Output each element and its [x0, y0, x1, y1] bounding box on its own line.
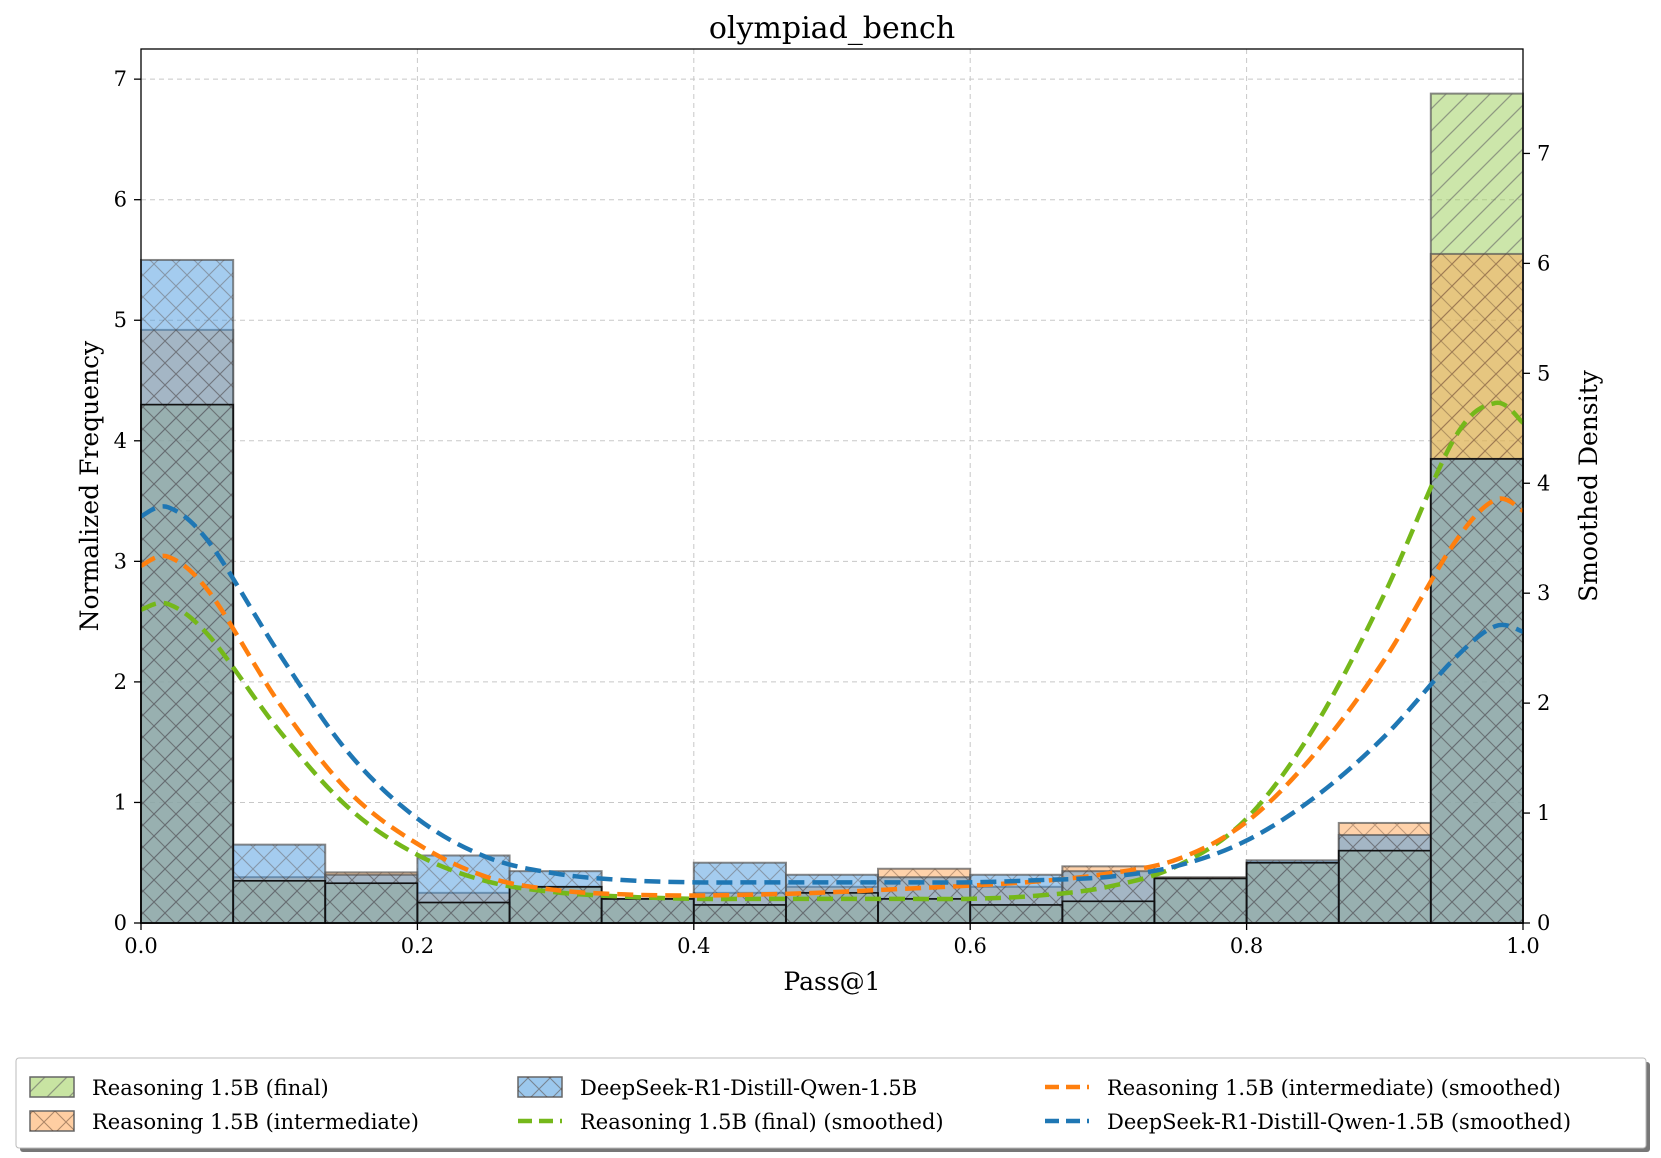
legend: Reasoning 1.5B (final) Reasoning 1.5B (in… [15, 1057, 1650, 1152]
y2-tick-label: 5 [1537, 361, 1550, 385]
y-tick-label: 5 [114, 308, 127, 332]
y-tick-label: 4 [114, 429, 127, 453]
y-tick-label: 3 [114, 549, 127, 573]
y2-tick-label: 0 [1537, 911, 1550, 935]
histogram-bar-hatch [1154, 878, 1247, 923]
legend-item: Reasoning 1.5B (intermediate) [29, 1110, 419, 1134]
y2-axis-title: Smoothed Density [1574, 369, 1603, 602]
y-tick-label: 1 [114, 790, 127, 814]
legend-label: Reasoning 1.5B (final) [92, 1076, 329, 1100]
legend-label: DeepSeek-R1-Distill-Qwen-1.5B [580, 1076, 917, 1100]
plot-frame [140, 48, 1524, 924]
legend-item: DeepSeek-R1-Distill-Qwen-1.5B (smoothed) [1045, 1110, 1571, 1134]
histogram-bar-hatch [325, 874, 418, 923]
y-axis-title: Normalized Frequency [75, 340, 104, 631]
y2-tick-label: 1 [1537, 801, 1550, 825]
y2-tick-label: 2 [1537, 691, 1550, 715]
legend-label: Reasoning 1.5B (intermediate) (smoothed) [1107, 1076, 1561, 1100]
overlap-outline [140, 403, 1524, 924]
density-curve [140, 400, 1525, 902]
histogram-bars [140, 92, 1524, 925]
y2-tick-label: 6 [1537, 251, 1550, 275]
histogram-series [140, 258, 1524, 925]
chart-title: olympiad_bench [709, 11, 955, 46]
x-tick-label: 0.4 [677, 934, 710, 958]
x-tick-label: 0.8 [1230, 934, 1263, 958]
histogram-bar-hatch [1246, 860, 1339, 923]
legend-item: DeepSeek-R1-Distill-Qwen-1.5B [517, 1076, 917, 1100]
legend-item: Reasoning 1.5B (final) (smoothed) [518, 1110, 944, 1134]
histogram-series [140, 92, 1524, 925]
density-curve [140, 504, 1524, 885]
y-tick-label: 2 [114, 670, 127, 694]
histogram-bar-hatch [601, 898, 694, 923]
y-tick-label: 7 [114, 67, 127, 91]
legend-swatch-hatch [30, 1111, 74, 1131]
density-curves [140, 400, 1525, 902]
y-tick-label: 6 [114, 188, 127, 212]
histogram-bar-hatch [509, 871, 602, 923]
legend-frame [15, 1057, 1647, 1149]
legend-label: DeepSeek-R1-Distill-Qwen-1.5B (smoothed) [1107, 1110, 1571, 1134]
x-tick-label: 1.0 [1506, 934, 1539, 958]
legend-swatch-hatch [518, 1077, 562, 1097]
y2-tick-label: 4 [1537, 471, 1550, 495]
x-tick-label: 0.6 [953, 934, 986, 958]
legend-items: Reasoning 1.5B (final) Reasoning 1.5B (in… [29, 1076, 1571, 1134]
histogram-bar-hatch [141, 259, 234, 923]
y-tick-label: 0 [114, 911, 127, 935]
y2-tick-label: 7 [1537, 141, 1550, 165]
y2-tick-label: 3 [1537, 581, 1550, 605]
x-axis-title: Pass@1 [783, 967, 880, 996]
legend-label: Reasoning 1.5B (intermediate) [92, 1110, 419, 1134]
legend-label: Reasoning 1.5B (final) (smoothed) [580, 1110, 944, 1134]
legend-item: Reasoning 1.5B (final) [29, 1076, 329, 1100]
x-tick-label: 0.2 [401, 934, 434, 958]
x-tick-label: 0.0 [124, 934, 157, 958]
legend-swatch-hatch [30, 1077, 74, 1097]
grid [140, 49, 1524, 924]
legend-item: Reasoning 1.5B (intermediate) (smoothed) [1045, 1076, 1561, 1100]
histogram-bar-hatch [233, 844, 326, 923]
histogram-bar-hatch [1430, 458, 1523, 923]
histogram-series [140, 252, 1524, 925]
density-curve [140, 496, 1525, 898]
histogram-bar-hatch [1338, 834, 1431, 923]
